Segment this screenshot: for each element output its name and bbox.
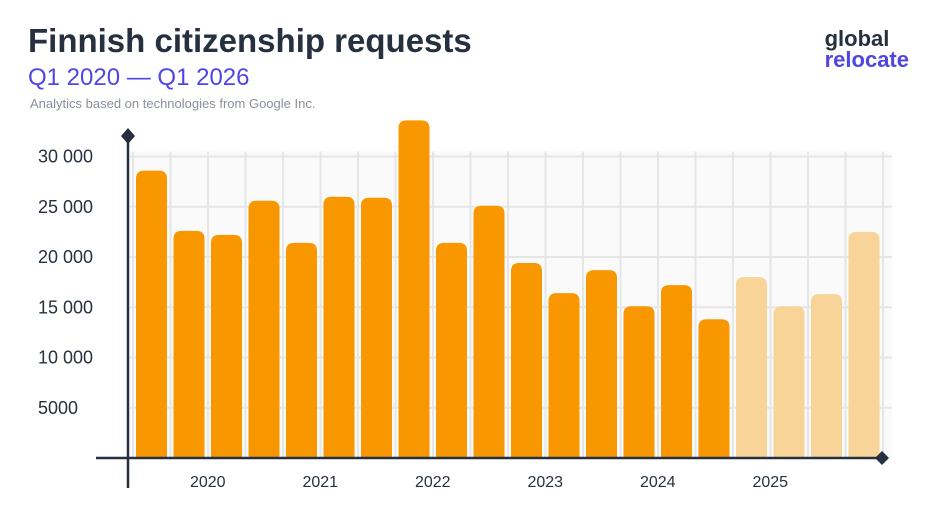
bar xyxy=(698,319,730,458)
bar xyxy=(211,234,242,458)
bar xyxy=(248,200,280,458)
bar-projected xyxy=(848,231,880,458)
y-tick-label: 30 000 xyxy=(38,147,93,167)
y-tick-label: 15 000 xyxy=(38,297,93,317)
source-note: Analytics based on technologies from Goo… xyxy=(30,96,316,111)
chart-subtitle: Q1 2020 — Q1 2026 xyxy=(28,64,250,91)
bar xyxy=(436,242,467,458)
bar xyxy=(136,170,167,458)
logo-line-global: global xyxy=(824,26,890,51)
y-axis-arrow-icon xyxy=(121,128,135,144)
bar xyxy=(286,242,317,458)
y-tick-label: 20 000 xyxy=(38,247,93,267)
x-tick-label: 2024 xyxy=(640,474,676,491)
y-tick-label: 10 000 xyxy=(38,348,93,368)
bar-projected xyxy=(736,277,767,458)
x-tick-label: 2020 xyxy=(190,474,226,491)
bar-projected xyxy=(773,306,805,458)
bar xyxy=(623,306,655,458)
bar xyxy=(173,230,205,458)
y-tick-label: 25 000 xyxy=(38,197,93,217)
x-tick-label: 2023 xyxy=(527,474,563,491)
chart-title: Finnish citizenship requests xyxy=(28,22,472,59)
bar xyxy=(398,120,430,458)
bar xyxy=(548,293,580,458)
bar xyxy=(586,270,617,458)
brand-logo: global relocate xyxy=(824,26,909,72)
bar xyxy=(473,205,505,458)
x-axis-arrow-icon xyxy=(875,451,889,465)
logo-line-relocate: relocate xyxy=(824,47,909,72)
bar xyxy=(511,263,542,458)
x-tick-label: 2022 xyxy=(415,474,451,491)
y-tick-label: 5000 xyxy=(38,398,78,418)
x-tick-label: 2025 xyxy=(752,474,788,491)
bar xyxy=(661,285,692,458)
bar-projected xyxy=(811,294,842,458)
bar xyxy=(323,196,355,458)
x-tick-label: 2021 xyxy=(302,474,338,491)
bar xyxy=(361,197,392,458)
